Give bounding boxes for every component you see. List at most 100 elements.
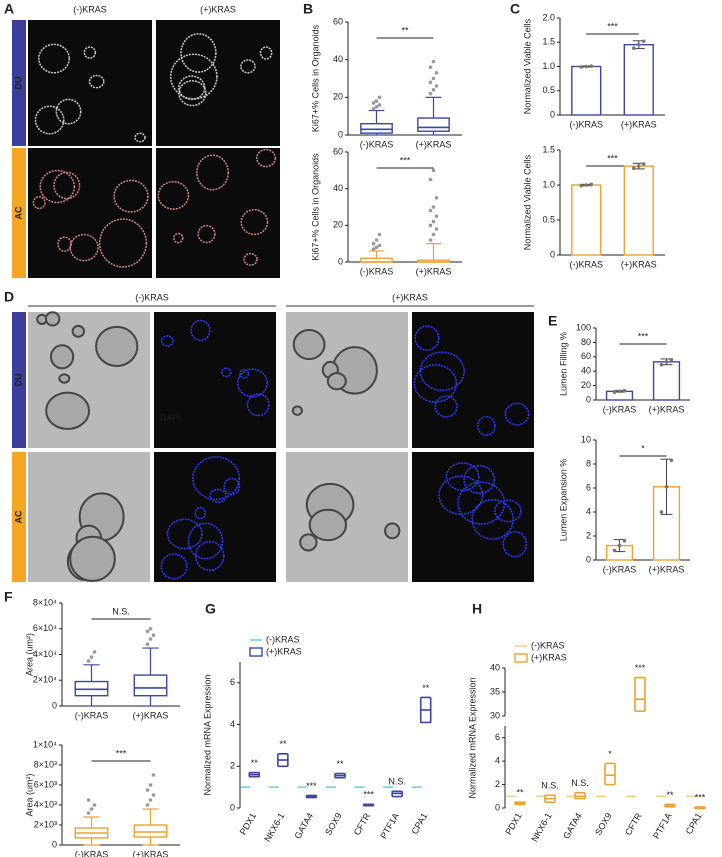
microscopy-image <box>156 20 280 146</box>
significance-label: *** <box>116 748 127 758</box>
data-point <box>584 183 589 187</box>
organoid <box>38 43 70 74</box>
organoid <box>414 325 440 351</box>
data-point <box>659 362 664 367</box>
y-tick-label: 4 <box>495 756 500 766</box>
x-tick-label: (+)KRAS <box>621 119 657 129</box>
x-tick-label: (+)KRAS <box>416 266 452 276</box>
outlier <box>431 168 436 173</box>
outlier <box>431 88 436 92</box>
y-tick-label: 0.5 <box>542 214 555 224</box>
significance-label: N.S. <box>388 777 406 787</box>
legend-swatch <box>249 647 263 657</box>
organoid <box>504 402 530 426</box>
significance-label: * <box>641 443 645 453</box>
panel-letter: G <box>205 601 216 617</box>
significance-label: *** <box>695 792 706 802</box>
group-label: (+)KRAS <box>392 292 428 302</box>
x-tick-label: CPA1 <box>409 811 429 836</box>
organoid <box>173 232 184 244</box>
organoid <box>187 522 224 560</box>
data-point <box>636 42 641 47</box>
y-tick-label: 6 <box>586 482 591 492</box>
data-point <box>669 458 674 463</box>
y-axis-label: Ki67+% Cells in Organoids <box>310 153 320 261</box>
outlier <box>145 803 150 807</box>
y-tick-label: 1.0 <box>542 179 555 189</box>
organoid <box>196 154 230 191</box>
y-tick-label: 6×10⁴ <box>33 623 57 633</box>
x-tick-label: (-)KRAS <box>75 710 109 720</box>
x-tick-label: PDX1 <box>503 811 523 836</box>
row-label: AC <box>13 206 23 219</box>
x-tick-label: (+)KRAS <box>133 710 169 720</box>
significance-label: *** <box>638 331 649 341</box>
x-tick-label: (+)KRAS <box>416 139 452 149</box>
data-point <box>664 485 669 489</box>
outlier <box>431 59 436 64</box>
y-tick-label: 60 <box>333 146 343 156</box>
outlier <box>431 76 436 81</box>
significance-label: ** <box>422 683 430 693</box>
outlier <box>431 232 436 237</box>
organoid <box>240 59 256 74</box>
organoid <box>209 488 227 504</box>
outlier <box>145 629 150 634</box>
y-tick-label: 6 <box>230 677 235 687</box>
x-tick-label: GATA4 <box>292 811 315 840</box>
box <box>133 824 168 838</box>
panel-letter: B <box>303 1 313 17</box>
y-tick-label: 20 <box>333 220 343 230</box>
panel-letter: A <box>4 1 14 17</box>
y-tick-label: 0 <box>550 109 555 119</box>
organoid <box>236 368 269 398</box>
x-tick-label: (+)KRAS <box>133 849 169 857</box>
y-axis-label: Area (um²) <box>24 633 34 676</box>
y-tick-label: 100 <box>576 322 591 332</box>
significance-label: * <box>608 749 612 759</box>
outlier <box>148 798 153 802</box>
data-point <box>631 166 636 170</box>
range-box <box>604 762 616 786</box>
significance-label: ** <box>666 790 674 800</box>
y-tick-label: 0 <box>338 256 343 266</box>
significance-label: *** <box>607 21 618 31</box>
organoid <box>471 499 514 540</box>
significance-label: *** <box>363 790 374 800</box>
panel-letter: F <box>4 589 13 605</box>
row-label-bar <box>12 452 26 582</box>
range-box <box>634 676 646 712</box>
outlier <box>374 99 379 103</box>
stain-label: DAPI <box>160 412 181 422</box>
organoid <box>55 98 82 125</box>
box <box>417 117 450 132</box>
outlier <box>377 103 382 107</box>
y-tick-label: 2.0 <box>542 12 555 22</box>
column-label: (+)KRAS <box>200 4 236 14</box>
outlier <box>371 247 376 251</box>
organoid <box>57 236 72 252</box>
data-point <box>631 46 636 50</box>
bar <box>623 165 654 256</box>
legend-label: (-)KRAS <box>531 640 565 650</box>
microscopy-image <box>412 312 534 448</box>
x-tick-label: (-)KRAS <box>570 119 604 129</box>
organoid <box>44 311 61 327</box>
y-tick-label: 8 <box>586 458 591 468</box>
organoid <box>197 224 216 244</box>
bar <box>571 184 602 256</box>
organoid <box>58 373 71 384</box>
outlier <box>428 238 433 242</box>
x-tick-label: (+)KRAS <box>621 259 657 269</box>
legend-label: (+)KRAS <box>531 652 567 662</box>
organoid <box>49 344 75 370</box>
y-tick-label: 0 <box>52 839 57 849</box>
y-tick-label: 20 <box>581 380 591 390</box>
outlier <box>86 659 91 663</box>
organoid <box>220 367 232 378</box>
organoid <box>413 364 458 403</box>
y-tick-label: 0 <box>52 700 57 710</box>
outlier <box>151 773 156 777</box>
organoid <box>477 415 496 437</box>
organoid <box>463 464 496 495</box>
